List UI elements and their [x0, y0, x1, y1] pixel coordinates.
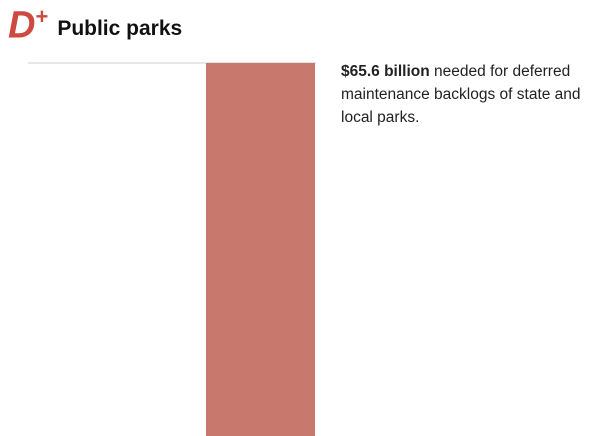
annotation-text: needed for deferred maintenance backlogs…: [341, 63, 581, 126]
header: D+ Public parks: [8, 6, 182, 45]
page-title: Public parks: [57, 17, 183, 41]
grade-modifier: +: [35, 4, 48, 29]
annotation-amount: $65.6 billion: [341, 63, 430, 80]
annotation: $65.6 billion needed for deferred mainte…: [341, 60, 589, 129]
grade-letter: D: [8, 4, 35, 47]
bar-group: [206, 63, 315, 436]
grade-badge: D+: [8, 4, 48, 47]
bar: [206, 63, 315, 436]
